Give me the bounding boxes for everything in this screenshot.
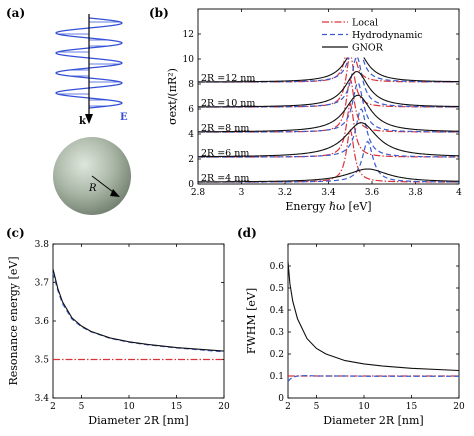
radius-label: R [88, 183, 97, 194]
x-tick-label: 10 [358, 402, 370, 412]
x-axis-label: Diameter 2R [nm] [88, 414, 188, 427]
x-tick-label: 2 [285, 402, 291, 412]
series-line-hydrodynamic [52, 272, 225, 353]
x-tick-label: 5 [314, 402, 320, 412]
diameter-annotation: 2R =12 nm [201, 73, 255, 84]
y-tick-label: 12 [183, 30, 194, 40]
plot-frame [52, 243, 225, 399]
x-axis-label: Energy ℏω [eV] [285, 200, 371, 213]
x-tick-label: 10 [123, 402, 135, 412]
y-tick-label: 3.4 [35, 394, 50, 404]
x-axis-label: Diameter 2R [nm] [323, 414, 423, 427]
y-tick-label: 8 [188, 80, 194, 90]
helix-wave-illustration [55, 17, 123, 109]
x-tick-label: 5 [79, 402, 85, 412]
panel-b-letter: (b) [149, 6, 169, 20]
y-tick-label: 0 [278, 394, 284, 404]
panel-a-letter: (a) [6, 6, 25, 20]
x-tick-label: 3.4 [321, 188, 336, 198]
helix-wave-line [55, 17, 123, 109]
diameter-annotation: 2R =10 nm [201, 98, 255, 109]
series-line-gnor [52, 268, 225, 352]
panel-d: (d) 2 5 10 15 20 0 0.1 0.2 0.3 0.4 0.5 0.6 Diameter 2… [237, 226, 465, 427]
x-tick-label: 4 [456, 188, 462, 198]
x-tick-label: 2.8 [191, 188, 206, 198]
y-tick-label: 0.3 [270, 328, 285, 338]
x-tick-label: 3.6 [365, 188, 380, 198]
y-tick-label: 0.5 [270, 284, 285, 294]
y-axis-label: Resonance energy [eV] [7, 256, 20, 385]
panel-b: (b) 2.8 3 3.2 3.4 3.6 3.8 4 0 2 4 6 8 10 12 Energy ℏω [… [149, 6, 462, 213]
y-tick-label: 3.7 [35, 279, 50, 289]
y-tick-label: 3.5 [35, 356, 50, 366]
series-line-hydrodynamic [198, 108, 459, 158]
k-label: k [79, 116, 87, 127]
y-tick-label: 3.6 [35, 317, 50, 327]
y-axis-label: FWHM [eV] [245, 288, 258, 354]
radius-arrow-head [110, 189, 120, 197]
y-tick-label: 0 [188, 180, 194, 190]
series-line-gnor [198, 168, 459, 183]
diameter-annotation: 2R =8 nm [201, 123, 249, 134]
y-tick-label: 0.4 [270, 306, 285, 316]
x-tick-label: 20 [453, 402, 465, 412]
legend-label-gnor: GNOR [352, 43, 384, 54]
series-line-gnor [198, 94, 459, 133]
diameter-annotation: 2R =4 nm [201, 173, 249, 184]
y-tick-label: 0.2 [270, 350, 284, 360]
y-tick-label: 3.8 [35, 240, 50, 250]
series-line-gnor [198, 47, 459, 83]
x-tick-label: 3.2 [278, 188, 292, 198]
panel-c: (c) 2 5 10 15 20 3.4 3.5 3.6 3.7 3.8 Diameter 2R [n… [6, 226, 230, 427]
x-tick-label: 3.8 [408, 188, 423, 198]
e-label: E [120, 112, 128, 123]
diameter-annotation: 2R =6 nm [201, 148, 249, 159]
y-axis-label: σext/(πR²) [166, 68, 179, 125]
panel-a: (a) k E R [6, 6, 131, 215]
legend-box [318, 12, 433, 58]
legend-label-local: Local [352, 18, 378, 29]
x-tick-label: 2 [50, 402, 56, 412]
y-tick-label: 6 [188, 105, 194, 115]
y-tick-label: 0.1 [270, 372, 284, 382]
legend-label-hydrodynamic: Hydrodynamic [352, 30, 423, 41]
series-line-hydrodynamic [287, 374, 459, 382]
x-tick-label: 15 [171, 402, 183, 412]
series-line-gnor [198, 70, 459, 108]
y-tick-label: 2 [188, 155, 194, 165]
k-arrow-head [85, 114, 93, 124]
x-tick-label: 15 [406, 402, 418, 412]
panel-d-letter: (d) [237, 226, 257, 240]
y-tick-label: 0.6 [270, 262, 285, 272]
panel-c-letter: (c) [6, 226, 25, 240]
series-line-gnor [287, 261, 460, 372]
x-tick-label: 3 [239, 188, 245, 198]
x-tick-label: 20 [218, 402, 230, 412]
y-tick-label: 10 [183, 55, 195, 65]
y-tick-label: 4 [188, 130, 194, 140]
series-line-gnor [198, 122, 459, 158]
plot-frame [287, 243, 460, 399]
